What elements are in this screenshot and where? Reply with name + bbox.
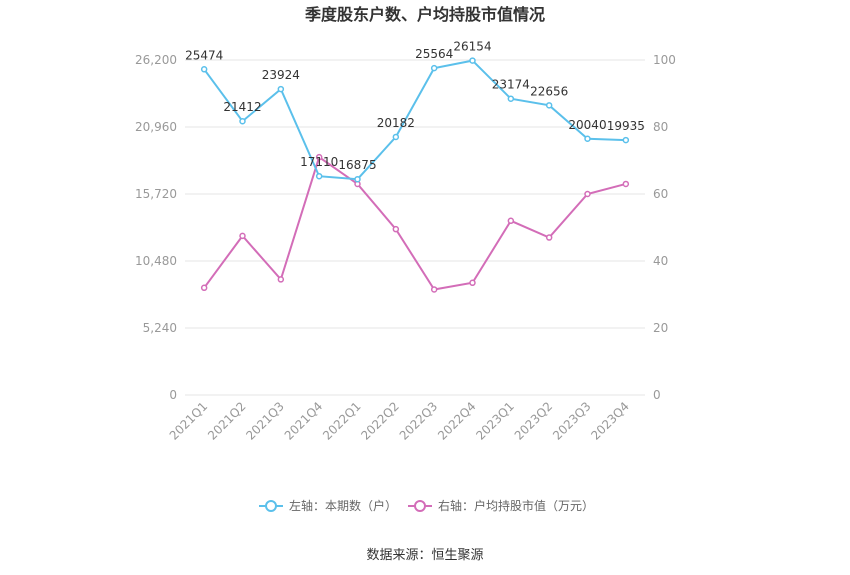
right-tick-label: 60 bbox=[653, 187, 668, 201]
x-tick-label: 2023Q1 bbox=[473, 399, 517, 443]
right-tick-label: 20 bbox=[653, 321, 668, 335]
left-axis-ticks: 0 5,240 10,480 15,720 20,960 26,200 bbox=[135, 53, 177, 402]
x-axis-ticks: 2021Q12021Q22021Q32021Q42022Q12022Q22022… bbox=[167, 399, 632, 443]
series-point-0 bbox=[507, 95, 515, 102]
data-label: 25564 bbox=[415, 47, 453, 61]
data-label: 16875 bbox=[338, 158, 376, 172]
x-tick-label: 2021Q1 bbox=[167, 399, 211, 443]
data-label: 25474 bbox=[185, 48, 223, 62]
series-point-1 bbox=[507, 217, 515, 225]
source-note: 数据来源：恒生聚源 bbox=[366, 548, 483, 563]
series-point-1 bbox=[392, 225, 400, 233]
series-point-0 bbox=[469, 57, 476, 64]
series-point-0 bbox=[545, 102, 553, 109]
data-label: 23924 bbox=[262, 68, 300, 82]
x-tick-label: 2023Q3 bbox=[550, 399, 594, 443]
x-tick-label: 2022Q2 bbox=[358, 399, 402, 443]
x-tick-label: 2023Q4 bbox=[588, 399, 632, 443]
legend-swatch-marker bbox=[414, 500, 426, 512]
series-point-0 bbox=[430, 64, 438, 72]
series-line-1 bbox=[203, 155, 627, 291]
data-label: 22656 bbox=[530, 84, 568, 98]
data-label: 17110 bbox=[300, 155, 338, 169]
right-tick-label: 40 bbox=[653, 254, 668, 268]
chart-title: 季度股东户数、户均持股市值情况 bbox=[304, 5, 545, 24]
x-tick-label: 2023Q2 bbox=[512, 399, 556, 443]
series-point-1 bbox=[239, 232, 246, 240]
left-tick-label: 10,480 bbox=[135, 254, 177, 268]
series-point-0 bbox=[315, 172, 323, 180]
x-tick-label: 2022Q4 bbox=[435, 399, 479, 443]
data-label: 20040 bbox=[568, 118, 606, 132]
series-point-0 bbox=[584, 135, 591, 143]
left-tick-label: 26,200 bbox=[135, 53, 177, 67]
series-point-1 bbox=[584, 190, 591, 198]
data-labels: 25474 21412 23924 17110 16875 20182 2556426154… bbox=[185, 40, 645, 173]
series-point-0 bbox=[392, 133, 400, 141]
series-point-1 bbox=[430, 286, 438, 293]
right-tick-label: 80 bbox=[653, 120, 668, 134]
left-tick-label: 15,720 bbox=[135, 187, 177, 201]
right-tick-label: 100 bbox=[653, 53, 676, 67]
legend: 左轴：本期数（户） 右轴：户均持股市值（万元） bbox=[259, 498, 594, 513]
data-label: 20182 bbox=[377, 116, 415, 130]
series-point-1 bbox=[277, 276, 285, 283]
series-point-1 bbox=[545, 234, 553, 241]
series-line-0 bbox=[203, 59, 626, 181]
data-label: 26154 bbox=[453, 40, 491, 54]
legend-swatch-marker bbox=[265, 500, 277, 512]
series-point-1 bbox=[315, 153, 323, 161]
legend-label: 左轴：本期数（户） bbox=[289, 498, 397, 513]
left-tick-label: 20,960 bbox=[135, 120, 177, 134]
x-tick-label: 2022Q1 bbox=[320, 399, 364, 443]
series-point-0 bbox=[200, 66, 208, 73]
data-label: 23174 bbox=[492, 78, 530, 92]
x-tick-label: 2022Q3 bbox=[397, 399, 441, 443]
x-tick-label: 2021Q2 bbox=[205, 399, 249, 443]
x-tick-label: 2021Q3 bbox=[243, 399, 287, 443]
series-point-0 bbox=[622, 136, 630, 144]
left-tick-label: 0 bbox=[169, 388, 177, 402]
data-label: 21412 bbox=[223, 100, 261, 114]
series-layer bbox=[200, 57, 630, 293]
series-point-1 bbox=[200, 284, 208, 292]
legend-label: 右轴：户均持股市值（万元） bbox=[438, 498, 594, 513]
data-label: 19935 bbox=[607, 119, 645, 133]
series-point-1 bbox=[469, 279, 476, 287]
left-tick-label: 5,240 bbox=[143, 321, 177, 335]
series-point-0 bbox=[239, 117, 246, 125]
series-point-0 bbox=[354, 175, 361, 183]
series-point-0 bbox=[277, 85, 285, 93]
right-tick-label: 0 bbox=[653, 388, 661, 402]
series-point-1 bbox=[622, 180, 630, 188]
x-tick-label: 2021Q4 bbox=[282, 399, 326, 443]
right-axis-ticks: 0 20 40 60 80 100 bbox=[653, 53, 676, 402]
